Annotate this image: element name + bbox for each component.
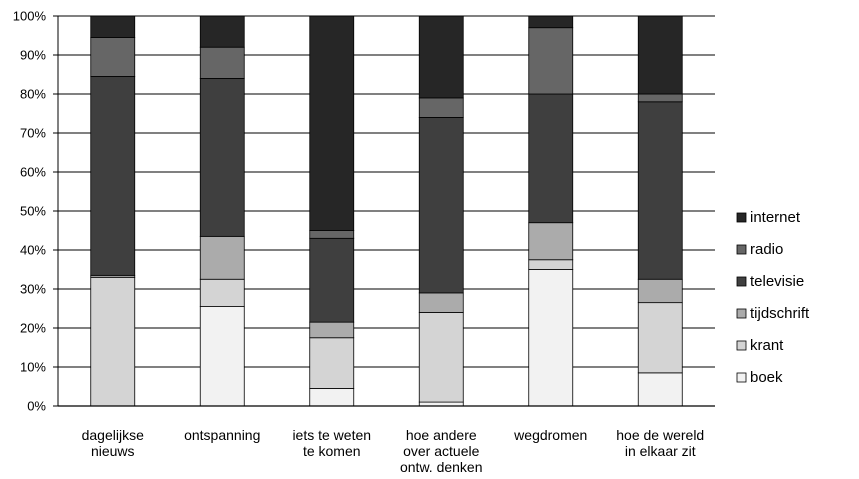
y-tick-label: 0%	[27, 399, 46, 414]
legend-swatch-radio	[736, 244, 747, 255]
bars	[90, 15, 683, 407]
bar-segment-televisie	[418, 117, 464, 294]
bar-segment-radio	[637, 93, 683, 103]
bar-segment-krant	[637, 302, 683, 374]
bar-segment-tijdschrift	[199, 235, 245, 280]
y-tick-label: 70%	[20, 126, 46, 141]
bar-segment-radio	[199, 46, 245, 79]
legend-label-krant: krant	[750, 337, 784, 354]
bar-segment-internet	[309, 15, 355, 231]
bar-segment-internet	[528, 15, 574, 29]
y-axis-tick-labels: 0% 10% 20% 30% 40% 50% 60% 70% 80% 90% 100%	[13, 9, 47, 414]
bar-segment-televisie	[90, 76, 136, 276]
bar-segment-tijdschrift	[528, 222, 574, 261]
bar-segment-internet	[637, 15, 683, 95]
bar-segment-boek	[528, 269, 574, 407]
bar-segment-tijdschrift	[637, 278, 683, 304]
legend-label-televisie: televisie	[750, 273, 804, 290]
y-tick-label: 80%	[20, 87, 46, 102]
legend-label-internet: internet	[750, 209, 801, 226]
legend: internet radio televisie tijdschrift krant bo…	[736, 209, 810, 386]
bar-segment-boek	[309, 388, 355, 407]
legend-label-tijdschrift: tijdschrift	[750, 305, 810, 322]
category-label: dagelijkse nieuws	[82, 427, 144, 459]
bar-segment-tijdschrift	[418, 292, 464, 313]
axes	[57, 16, 715, 407]
bar-segment-krant	[90, 276, 136, 407]
category-label: iets te weten te komen	[292, 427, 371, 459]
bar-segment-televisie	[199, 78, 245, 237]
category-label: hoe de wereld in elkaar zit	[616, 427, 704, 459]
y-tick-label: 50%	[20, 204, 46, 219]
bar-segment-krant	[418, 311, 464, 403]
category-label: hoe andere over actuele ontw. denken	[400, 427, 483, 475]
category-labels: dagelijkse nieuws ontspanning iets te weten…	[82, 427, 705, 475]
bar-segment-internet	[418, 15, 464, 99]
category-label: wegdromen	[513, 427, 587, 443]
y-tick-label: 40%	[20, 243, 46, 258]
legend-swatch-internet	[736, 212, 747, 223]
bar-segment-televisie	[309, 237, 355, 323]
category-label: ontspanning	[184, 427, 260, 443]
gridlines	[53, 15, 715, 407]
bar-segment-krant	[309, 337, 355, 389]
bar-segment-radio	[418, 97, 464, 118]
bar-segment-radio	[309, 230, 355, 239]
bar-segment-krant	[528, 259, 574, 270]
bar-segment-boek	[637, 372, 683, 407]
bar-segment-tijdschrift	[309, 321, 355, 339]
bar-segment-televisie	[528, 93, 574, 224]
legend-label-boek: boek	[750, 369, 783, 386]
y-tick-label: 60%	[20, 165, 46, 180]
bar-segment-radio	[90, 37, 136, 77]
legend-swatch-krant	[736, 340, 747, 351]
bar-segment-internet	[90, 15, 136, 38]
bar-segment-internet	[199, 15, 245, 48]
legend-swatch-tijdschrift	[736, 308, 747, 319]
bar-segment-boek	[199, 306, 245, 407]
bar-segment-krant	[199, 278, 245, 307]
bar-segment-radio	[528, 27, 574, 95]
y-tick-label: 90%	[20, 48, 46, 63]
y-tick-label: 20%	[20, 321, 46, 336]
y-tick-label: 10%	[20, 360, 46, 375]
legend-label-radio: radio	[750, 241, 783, 258]
legend-swatch-televisie	[736, 276, 747, 287]
y-tick-label: 100%	[13, 9, 47, 24]
bar-segment-televisie	[637, 101, 683, 280]
y-tick-label: 30%	[20, 282, 46, 297]
legend-swatch-boek	[736, 372, 747, 383]
